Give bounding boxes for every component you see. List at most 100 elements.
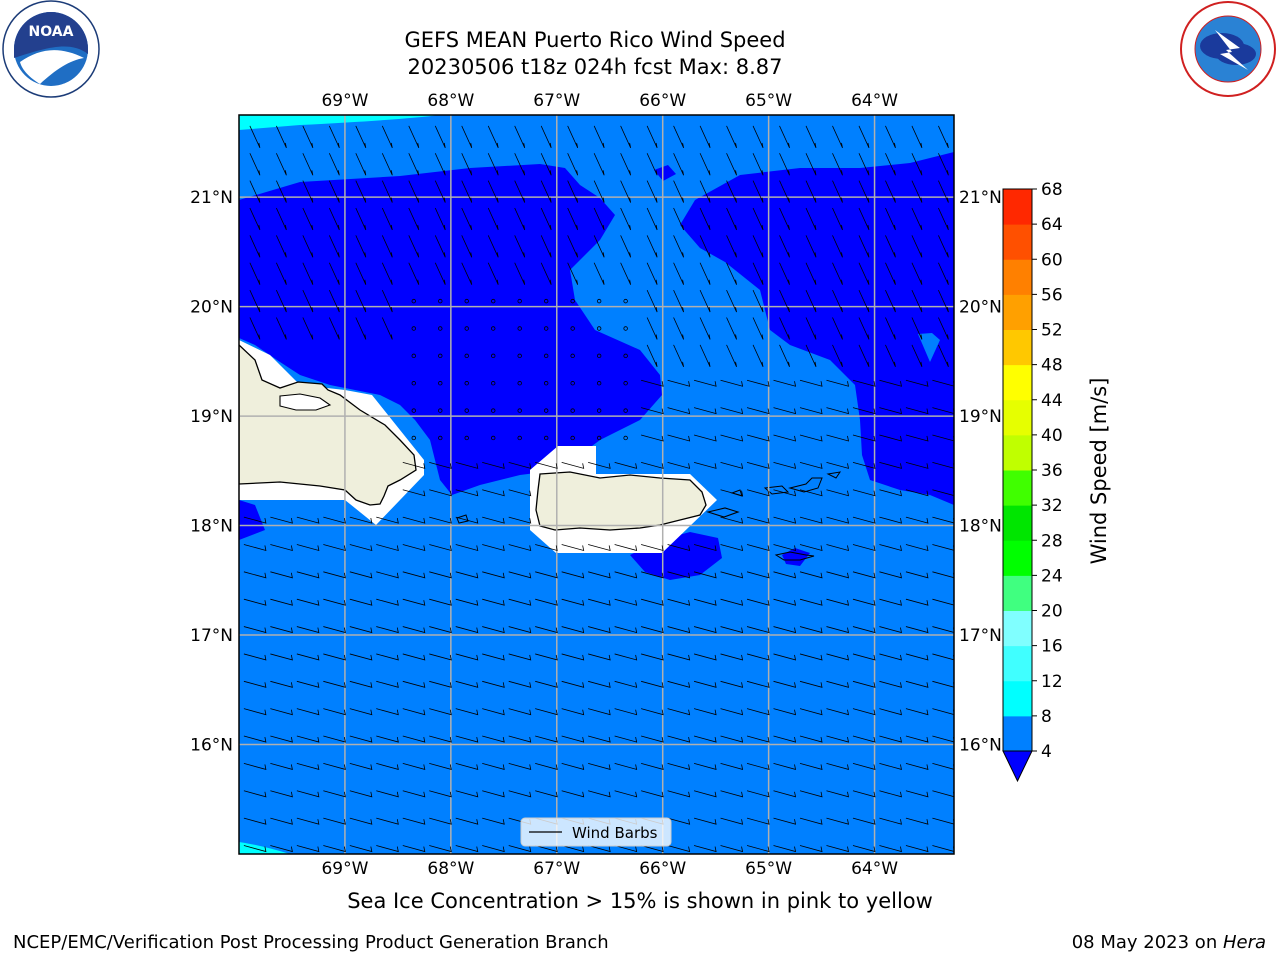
wind-barb-537	[773, 708, 797, 716]
wind-barb-530	[588, 708, 611, 716]
wind-barb-26	[938, 125, 949, 149]
wind-barb-297	[879, 434, 902, 442]
wind-barb-580	[482, 763, 505, 770]
wind-barb-calm-222	[570, 353, 575, 359]
wind-barb-37	[514, 153, 526, 176]
wind-barb-321	[402, 489, 426, 497]
wind-barb-213	[885, 317, 896, 340]
wind-barb-109	[276, 235, 287, 258]
wind-barb-calm-169	[438, 298, 443, 304]
wind-barb-288	[641, 434, 664, 442]
wind-barb-110	[302, 235, 314, 258]
legend-label: Wind Barbs	[572, 824, 658, 842]
wind-barb-8	[461, 125, 473, 149]
wind-barb-23	[858, 125, 870, 149]
wind-barb-561	[693, 735, 717, 743]
wind-barb-677	[905, 845, 929, 853]
wind-barb-604	[402, 790, 426, 798]
wind-barb-328	[773, 489, 797, 497]
wind-barb-423	[614, 598, 638, 606]
wind-barb-104	[858, 207, 870, 231]
wind-barb-62	[461, 180, 473, 203]
wind-barb-418	[482, 598, 505, 606]
virgin-islands-coast	[763, 471, 842, 495]
wind-barb-14	[620, 125, 632, 149]
wind-barb-475	[561, 653, 585, 661]
wind-barb-482	[746, 653, 770, 661]
colorbar-tick-label-16: 68	[1041, 180, 1063, 200]
wind-barb-calm-175	[596, 298, 602, 304]
lon-tick-top-0: 69°W	[321, 91, 368, 111]
wind-barb-calm-224	[623, 353, 628, 359]
wind-barb-510	[773, 680, 797, 688]
wind-barb-448	[561, 626, 585, 634]
wind-barb-476	[588, 653, 611, 661]
wind-barb-671	[746, 845, 770, 853]
wind-barb-calm-218	[464, 353, 469, 359]
wind-barb-518	[270, 708, 293, 716]
wind-barb-494	[349, 680, 373, 688]
wind-barb-71	[699, 180, 711, 203]
wind-barb-7	[434, 125, 446, 149]
wind-barb-428	[746, 598, 770, 606]
mona-coast	[456, 514, 469, 524]
wind-barb-27	[249, 153, 261, 176]
wind-barb-607	[482, 790, 505, 798]
wind-barb-578	[429, 763, 452, 770]
wind-barb-calm-282	[491, 435, 496, 441]
lon-tick-bottom-0: 69°W	[321, 859, 368, 879]
wind-barb-86	[381, 207, 393, 231]
map-legend: Wind Barbs	[520, 817, 672, 847]
wind-barb-511	[799, 680, 823, 688]
wind-barb-513	[852, 680, 876, 688]
wind-barb-574	[323, 763, 346, 770]
wind-barb-119	[540, 235, 552, 258]
wind-barb-645	[773, 817, 797, 825]
wind-barb-68	[620, 180, 632, 203]
wind-barb-393	[535, 571, 558, 579]
wind-barb-507	[693, 680, 717, 688]
wind-barb-588	[693, 763, 717, 770]
wind-barb-18	[726, 125, 737, 149]
wind-barb-335	[243, 516, 267, 524]
wind-barb-497	[429, 680, 452, 688]
wind-barb-549	[376, 735, 399, 743]
wind-barb-167	[381, 289, 393, 313]
wind-barb-137	[302, 262, 314, 285]
wind-barb-358	[323, 544, 346, 552]
wind-barb-427	[720, 598, 744, 606]
wind-barb-371	[667, 544, 691, 552]
wind-barb-100	[752, 207, 764, 231]
wind-barb-152	[699, 262, 711, 285]
wind-barb-444	[455, 626, 479, 634]
wind-barb-592	[799, 763, 823, 770]
land-hispaniola	[239, 344, 417, 506]
wind-barb-155	[779, 262, 790, 285]
lon-tick-bottom-1: 68°W	[427, 859, 474, 879]
wind-barb-48	[805, 153, 817, 176]
colorbar-swatch-3	[1003, 610, 1032, 647]
wind-barb-383	[270, 571, 293, 579]
wind-barb-252	[799, 379, 823, 387]
wind-barb-355	[243, 544, 267, 552]
wind-barb-97	[673, 207, 684, 231]
wind-barb-42	[646, 153, 658, 176]
wind-barb-676	[879, 845, 902, 853]
wind-barb-289	[667, 434, 691, 442]
wind-barb-134	[938, 235, 949, 258]
wind-barb-581	[508, 763, 532, 770]
wind-barb-447	[535, 626, 558, 634]
wind-barb-672	[773, 845, 797, 853]
wind-barb-calm-280	[438, 435, 443, 441]
wind-barb-91	[514, 207, 526, 231]
wind-barb-177	[646, 289, 658, 313]
wind-barb-291	[720, 434, 744, 442]
wind-barb-calm-170	[464, 298, 469, 304]
wind-barb-491	[270, 680, 293, 688]
wind-barb-268	[667, 407, 691, 415]
wind-barb-21	[805, 125, 817, 149]
wind-barb-425	[667, 598, 691, 606]
colorbar-swatch-11	[1003, 329, 1032, 366]
wind-barb-225	[646, 344, 658, 368]
wind-barb-36	[487, 153, 499, 176]
